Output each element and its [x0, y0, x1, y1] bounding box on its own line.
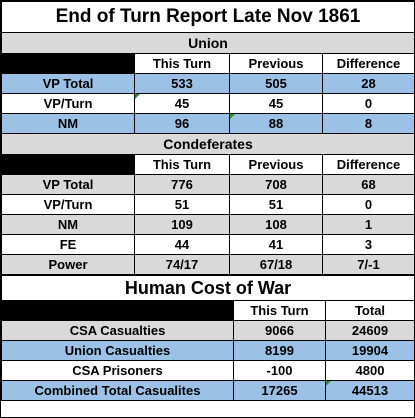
table-row: FE 44 41 3	[1, 234, 415, 255]
row-label: VP/Turn	[1, 194, 135, 215]
table-row: VP/Turn 45 45 0	[1, 93, 415, 114]
cell-this-turn: 96	[134, 113, 230, 134]
row-label: Power	[1, 254, 135, 275]
cell-difference: 7/-1	[322, 254, 415, 275]
cell-this-turn: 533	[134, 73, 230, 94]
row-label: CSA Prisoners	[1, 360, 234, 381]
column-header-previous: Previous	[229, 154, 323, 175]
report-title: End of Turn Report Late Nov 1861	[1, 1, 415, 33]
column-header-previous: Previous	[229, 53, 323, 74]
row-label: Combined Total Casualites	[1, 380, 234, 401]
cell-difference: 0	[322, 93, 415, 114]
human-cost-table: Human Cost of War This Turn Total CSA Ca…	[1, 275, 415, 401]
cell-this-turn: 109	[134, 214, 230, 235]
table-row: Union Casualties 8199 19904	[1, 340, 415, 361]
cell-difference: 68	[322, 174, 415, 195]
cell-previous: 45	[229, 93, 323, 114]
table-row: CSA Prisoners -100 4800	[1, 360, 415, 381]
cell-this-turn: 8199	[233, 340, 326, 361]
union-heading: Union	[1, 32, 415, 54]
row-label: VP/Turn	[1, 93, 135, 114]
cell-previous: 108	[229, 214, 323, 235]
header-blank-cell	[1, 53, 135, 74]
cell-difference: 0	[322, 194, 415, 215]
table-row: NM 109 108 1	[1, 214, 415, 235]
table-row: VP Total 776 708 68	[1, 174, 415, 195]
cell-this-turn: 44	[134, 234, 230, 255]
cell-this-turn: 9066	[233, 320, 326, 341]
cell-previous: 51	[229, 194, 323, 215]
union-table: End of Turn Report Late Nov 1861 Union T…	[1, 1, 415, 275]
row-label: VP Total	[1, 174, 135, 195]
cell-difference: 28	[322, 73, 415, 94]
cell-total: 24609	[325, 320, 415, 341]
column-header-difference: Difference	[322, 154, 415, 175]
column-header-this-turn: This Turn	[134, 53, 230, 74]
cell-total: 4800	[325, 360, 415, 381]
row-label: VP Total	[1, 73, 135, 94]
column-header-this-turn: This Turn	[233, 300, 326, 321]
table-row: VP/Turn 51 51 0	[1, 194, 415, 215]
cell-this-turn: 51	[134, 194, 230, 215]
cell-previous: 41	[229, 234, 323, 255]
row-label: Union Casualties	[1, 340, 234, 361]
column-header-this-turn: This Turn	[134, 154, 230, 175]
cell-total: 44513	[325, 380, 415, 401]
table-row: Combined Total Casualites 17265 44513	[1, 380, 415, 401]
header-blank-cell	[1, 154, 135, 175]
table-row: NM 96 88 8	[1, 113, 415, 134]
cell-difference: 1	[322, 214, 415, 235]
cell-difference: 3	[322, 234, 415, 255]
human-cost-heading: Human Cost of War	[1, 275, 415, 301]
row-label: NM	[1, 113, 135, 134]
cell-previous: 67/18	[229, 254, 323, 275]
row-label: FE	[1, 234, 135, 255]
column-header-difference: Difference	[322, 53, 415, 74]
cell-difference: 8	[322, 113, 415, 134]
cell-this-turn: 776	[134, 174, 230, 195]
header-blank-cell	[1, 300, 234, 321]
column-header-total: Total	[325, 300, 415, 321]
cell-this-turn: -100	[233, 360, 326, 381]
cell-this-turn: 74/17	[134, 254, 230, 275]
cell-previous: 505	[229, 73, 323, 94]
cell-total: 19904	[325, 340, 415, 361]
cell-previous: 708	[229, 174, 323, 195]
row-label: CSA Casualties	[1, 320, 234, 341]
table-row: VP Total 533 505 28	[1, 73, 415, 94]
confederates-heading: Condeferates	[1, 133, 415, 155]
cell-previous: 88	[229, 113, 323, 134]
row-label: NM	[1, 214, 135, 235]
table-row: Power 74/17 67/18 7/-1	[1, 254, 415, 275]
table-row: CSA Casualties 9066 24609	[1, 320, 415, 341]
cell-this-turn: 45	[134, 93, 230, 114]
cell-this-turn: 17265	[233, 380, 326, 401]
